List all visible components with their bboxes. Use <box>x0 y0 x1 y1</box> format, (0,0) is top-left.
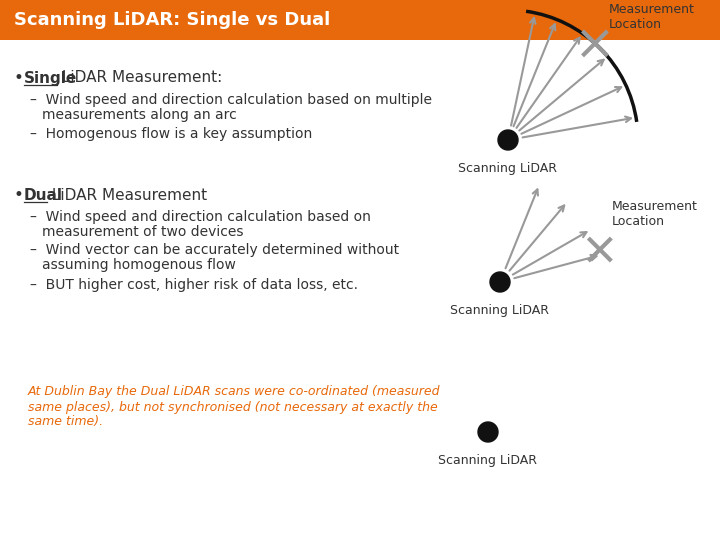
Text: assuming homogenous flow: assuming homogenous flow <box>42 258 236 272</box>
Bar <box>0 0 720 40</box>
Text: –  Wind speed and direction calculation based on multiple: – Wind speed and direction calculation b… <box>30 93 432 107</box>
Text: Scanning LiDAR: Scanning LiDAR <box>451 304 549 317</box>
Text: Measurement
Location: Measurement Location <box>612 200 698 227</box>
Circle shape <box>498 130 518 150</box>
Text: Single: Single <box>24 71 77 85</box>
Text: same time).: same time). <box>28 415 103 429</box>
Text: –  Wind speed and direction calculation based on: – Wind speed and direction calculation b… <box>30 210 371 224</box>
Text: Scanning LiDAR: Scanning LiDAR <box>459 162 557 175</box>
Text: measurement of two devices: measurement of two devices <box>42 225 243 239</box>
Text: Scanning LiDAR: Scanning LiDAR <box>438 454 538 467</box>
Text: measurements along an arc: measurements along an arc <box>42 108 237 122</box>
Text: –  BUT higher cost, higher risk of data loss, etc.: – BUT higher cost, higher risk of data l… <box>30 278 358 292</box>
Circle shape <box>478 422 498 442</box>
Text: Dual: Dual <box>24 187 63 202</box>
Text: •: • <box>13 186 23 204</box>
Text: Measurement
Location: Measurement Location <box>609 3 695 31</box>
Text: LiDAR Measurement:: LiDAR Measurement: <box>57 71 222 85</box>
Text: –  Wind vector can be accurately determined without: – Wind vector can be accurately determin… <box>30 243 399 257</box>
Text: res: res <box>639 3 698 37</box>
Text: –  Homogenous flow is a key assumption: – Homogenous flow is a key assumption <box>30 127 312 141</box>
Text: At Dublin Bay the Dual LiDAR scans were co-ordinated (measured: At Dublin Bay the Dual LiDAR scans were … <box>28 386 441 399</box>
Circle shape <box>490 272 510 292</box>
Text: •: • <box>13 69 23 87</box>
Text: same places), but not synchronised (not necessary at exactly the: same places), but not synchronised (not … <box>28 401 438 414</box>
Text: LiDAR Measurement: LiDAR Measurement <box>47 187 207 202</box>
Text: Scanning LiDAR: Single vs Dual: Scanning LiDAR: Single vs Dual <box>14 11 330 29</box>
